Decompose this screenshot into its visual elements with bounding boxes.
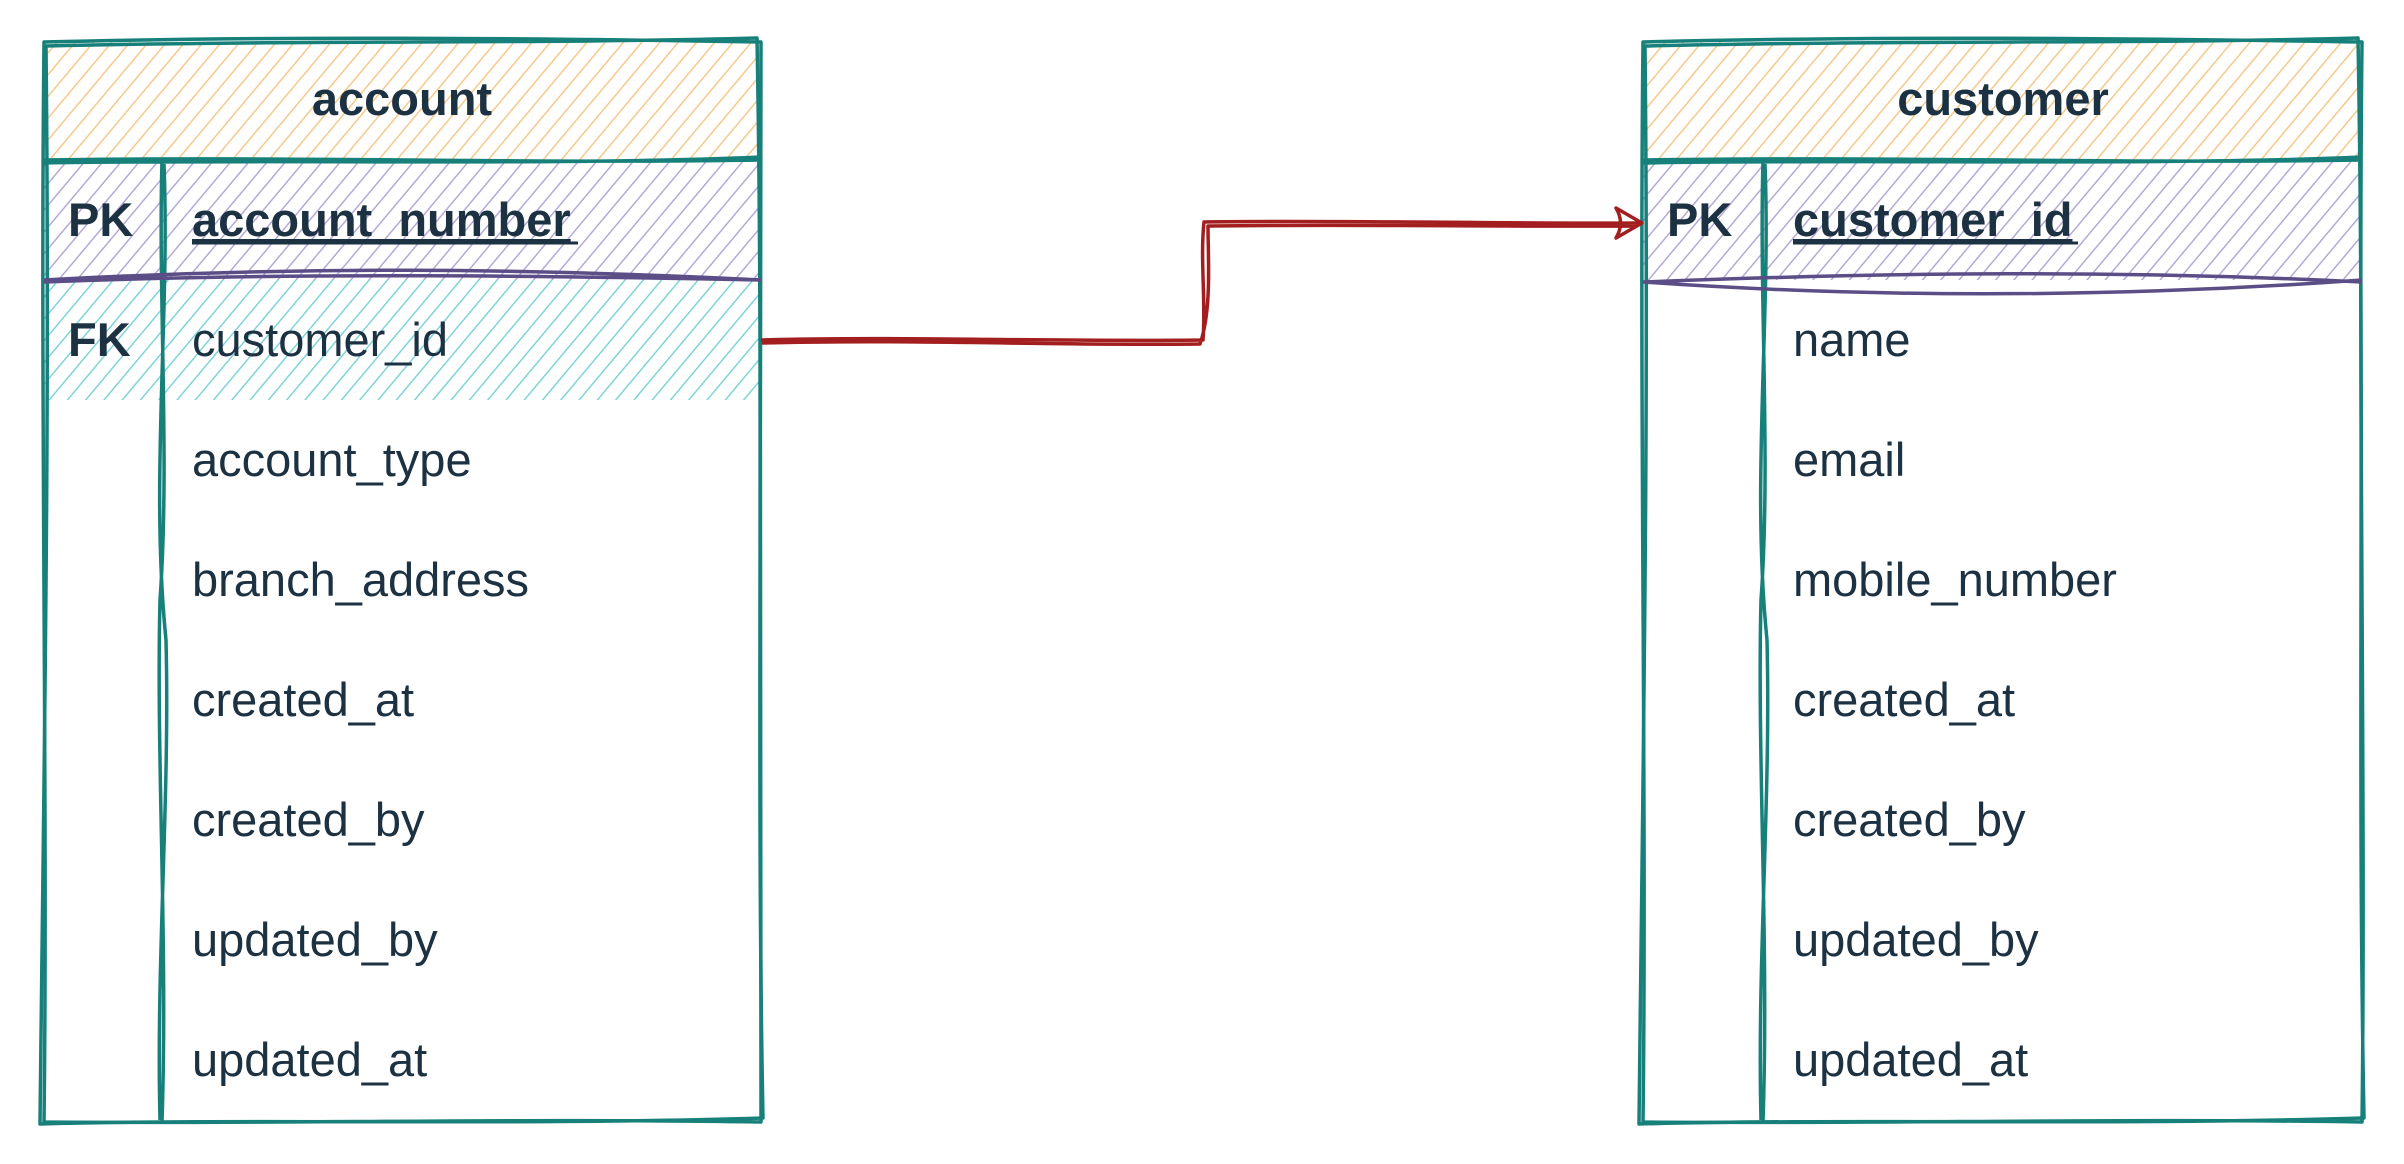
customer-field-customer-id[interactable]: customer_id [1793, 193, 2072, 246]
account-field-account-type[interactable]: account_type [192, 433, 472, 486]
account-pk-separator [43, 268, 762, 284]
account-field-account-number[interactable]: account_number [192, 193, 571, 246]
customer-table[interactable]: customer PK customer_id name email mobil… [1637, 36, 2366, 1126]
customer-field-mobile-number[interactable]: mobile_number [1793, 553, 2117, 606]
account-field-customer-id[interactable]: customer_id [192, 313, 448, 366]
customer-table-title: customer [1897, 72, 2109, 125]
customer-key-pk: PK [1667, 193, 1732, 246]
account-key-column-divider [157, 159, 169, 1123]
account-frame-sketch [38, 36, 765, 1126]
account-field-created-at[interactable]: created_at [192, 673, 414, 726]
arrowhead-icon [1614, 206, 1644, 240]
account-field-created-by[interactable]: created_by [192, 793, 425, 846]
account-table[interactable]: account PK account_number FK customer_id… [38, 36, 765, 1126]
customer-field-updated-by[interactable]: updated_by [1793, 913, 2039, 966]
account-header-fill [44, 42, 760, 160]
account-header-divider [43, 155, 762, 165]
customer-field-email[interactable]: email [1793, 433, 1905, 486]
customer-header-divider [1642, 155, 2363, 165]
customer-field-created-at[interactable]: created_at [1793, 673, 2015, 726]
account-field-branch-address[interactable]: branch_address [192, 553, 529, 606]
account-key-pk: PK [68, 193, 133, 246]
customer-pk-separator [1642, 271, 2363, 296]
account-field-updated-at[interactable]: updated_at [192, 1033, 427, 1086]
customer-frame-sketch [1637, 36, 2366, 1126]
relationship-connector[interactable] [760, 206, 1644, 347]
customer-field-created-by[interactable]: created_by [1793, 793, 2026, 846]
customer-field-name[interactable]: name [1793, 313, 1911, 366]
account-key-fk: FK [68, 313, 131, 366]
account-field-updated-by[interactable]: updated_by [192, 913, 438, 966]
fk-connector-line [760, 219, 1641, 347]
customer-header-fill [1643, 42, 2362, 160]
account-table-title: account [312, 72, 493, 125]
customer-field-updated-at[interactable]: updated_at [1793, 1033, 2028, 1086]
customer-key-column-divider [1758, 159, 1770, 1123]
